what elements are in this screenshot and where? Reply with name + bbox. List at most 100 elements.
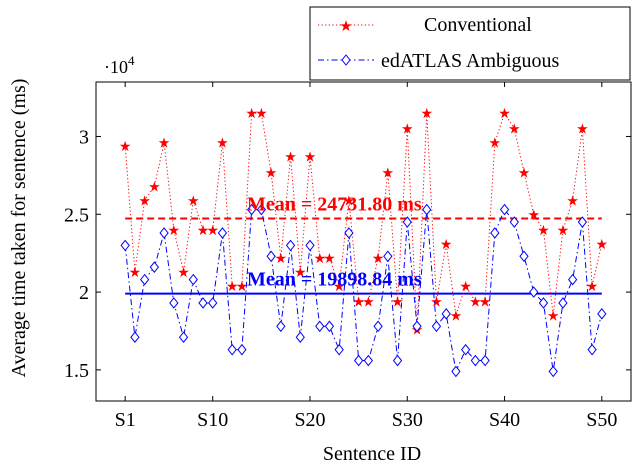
data-point-edatlas-ambiguous — [198, 297, 208, 309]
y-multiplier-label: ·104 — [104, 53, 135, 77]
x-tick-label: S20 — [294, 409, 325, 431]
data-point-edatlas-ambiguous — [217, 227, 228, 239]
data-point-edatlas-ambiguous — [509, 216, 519, 228]
data-point-conventional: ★ — [275, 251, 288, 267]
data-point-conventional: ★ — [527, 207, 540, 223]
data-point-edatlas-ambiguous — [353, 354, 364, 367]
legend: ★ Conventional edATLAS Ambiguous — [309, 6, 631, 81]
data-point-conventional: ★ — [138, 193, 151, 209]
data-point-conventional: ★ — [352, 294, 365, 310]
y-tick-label: 2.5 — [64, 204, 89, 226]
data-point-edatlas-ambiguous — [159, 227, 169, 239]
legend-box — [309, 6, 631, 81]
x-tick-label: S10 — [197, 409, 228, 431]
data-point-edatlas-ambiguous — [315, 320, 325, 333]
data-point-edatlas-ambiguous — [169, 297, 179, 309]
data-point-conventional: ★ — [401, 122, 414, 138]
data-point-conventional: ★ — [177, 265, 190, 281]
data-point-conventional: ★ — [596, 237, 609, 253]
data-point-conventional: ★ — [236, 279, 249, 295]
data-point-edatlas-ambiguous — [422, 203, 432, 216]
data-point-conventional: ★ — [586, 279, 599, 295]
data-point-edatlas-ambiguous — [120, 239, 130, 252]
data-point-edatlas-ambiguous — [324, 320, 335, 333]
data-point-conventional: ★ — [343, 193, 356, 209]
legend-entry-conventional: ★ Conventional — [318, 14, 532, 36]
y-tick-label: 1.5 — [64, 360, 89, 382]
x-tick-label: S1 — [115, 409, 136, 431]
data-point-edatlas-ambiguous — [363, 354, 374, 367]
data-point-edatlas-ambiguous — [499, 203, 510, 216]
data-point-conventional: ★ — [420, 106, 433, 122]
data-point-conventional: ★ — [557, 223, 570, 239]
y-tick-label: 3 — [79, 126, 89, 148]
data-point-conventional: ★ — [323, 251, 336, 267]
data-point-conventional: ★ — [450, 308, 463, 324]
data-point-edatlas-ambiguous — [130, 331, 140, 344]
legend-label-edatlas-ambiguous: edATLAS Ambiguous — [381, 50, 560, 72]
data-point-conventional: ★ — [489, 136, 502, 152]
data-point-edatlas-ambiguous — [558, 297, 568, 309]
data-point-conventional: ★ — [430, 294, 443, 310]
data-point-edatlas-ambiguous — [373, 320, 383, 333]
data-point-edatlas-ambiguous — [460, 343, 471, 356]
data-point-edatlas-ambiguous — [246, 203, 257, 216]
data-point-conventional: ★ — [537, 223, 550, 239]
y-tick-label: 2 — [79, 282, 89, 304]
data-point-conventional: ★ — [187, 193, 200, 209]
plot-area: ★★★★★★★★★★★★★★★★★★★★★★★★★★★★★★★★★★★★★★★★… — [119, 106, 609, 378]
axes: S1 S10 S20 S30 S40 S50 1.5 2 2.5 3 — [64, 81, 632, 431]
data-point-edatlas-ambiguous — [587, 343, 597, 356]
y-axis-label: Average time taken for sentence (ms) — [8, 79, 30, 378]
data-point-conventional: ★ — [265, 165, 278, 181]
data-point-conventional: ★ — [284, 150, 297, 166]
data-point-conventional: ★ — [129, 265, 142, 281]
data-point-edatlas-ambiguous — [344, 227, 354, 239]
data-point-conventional: ★ — [304, 150, 317, 166]
data-point-edatlas-ambiguous — [392, 354, 403, 367]
data-point-edatlas-ambiguous — [334, 343, 344, 356]
data-point-edatlas-ambiguous — [149, 261, 160, 273]
data-point-edatlas-ambiguous — [577, 216, 588, 228]
data-point-conventional: ★ — [508, 122, 521, 138]
data-point-conventional: ★ — [479, 294, 492, 310]
data-point-conventional: ★ — [216, 136, 229, 152]
data-point-edatlas-ambiguous — [139, 273, 150, 286]
data-point-conventional: ★ — [206, 223, 219, 239]
data-point-conventional: ★ — [382, 165, 395, 181]
data-point-edatlas-ambiguous — [412, 320, 422, 333]
data-point-conventional: ★ — [362, 294, 375, 310]
data-point-conventional: ★ — [197, 223, 210, 239]
data-point-edatlas-ambiguous — [490, 227, 500, 239]
data-point-edatlas-ambiguous — [451, 365, 461, 378]
data-point-edatlas-ambiguous — [256, 203, 267, 216]
mean-label-edatlas-ambiguous: Mean = 19898.84 ms — [247, 269, 422, 291]
data-point-edatlas-ambiguous — [295, 331, 305, 344]
data-point-edatlas-ambiguous — [431, 320, 442, 333]
data-point-conventional: ★ — [119, 139, 132, 155]
data-point-conventional: ★ — [158, 136, 171, 152]
data-point-edatlas-ambiguous — [227, 343, 237, 356]
legend-label-conventional: Conventional — [424, 14, 532, 36]
data-point-edatlas-ambiguous — [285, 239, 296, 252]
data-point-edatlas-ambiguous — [266, 250, 276, 263]
data-point-edatlas-ambiguous — [305, 239, 315, 252]
data-point-conventional: ★ — [226, 279, 239, 295]
legend-marker-conventional: ★ — [339, 17, 352, 35]
data-point-edatlas-ambiguous — [597, 308, 607, 320]
data-point-edatlas-ambiguous — [480, 354, 490, 367]
plot-frame — [95, 81, 632, 402]
data-point-edatlas-ambiguous — [276, 320, 286, 333]
data-point-edatlas-ambiguous — [237, 343, 247, 356]
data-point-edatlas-ambiguous — [567, 273, 578, 286]
data-point-conventional: ★ — [245, 106, 258, 122]
data-point-edatlas-ambiguous — [188, 273, 198, 286]
legend-marker-edatlas-ambiguous — [341, 54, 351, 66]
data-point-conventional: ★ — [333, 279, 346, 295]
data-point-edatlas-ambiguous — [383, 250, 393, 263]
data-point-edatlas-ambiguous — [178, 331, 189, 344]
data-point-edatlas-ambiguous — [519, 250, 529, 263]
data-point-conventional: ★ — [498, 106, 511, 122]
data-point-edatlas-ambiguous — [208, 297, 218, 309]
legend-entry-edatlas-ambiguous: edATLAS Ambiguous — [318, 50, 560, 72]
